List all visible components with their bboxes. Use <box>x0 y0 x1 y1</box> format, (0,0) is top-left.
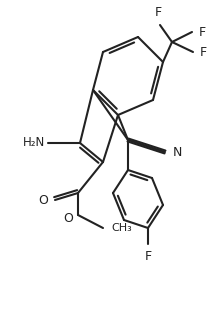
Text: F: F <box>155 6 162 19</box>
Text: F: F <box>199 25 206 38</box>
Text: F: F <box>145 250 151 263</box>
Text: O: O <box>63 211 73 225</box>
Text: H₂N: H₂N <box>23 136 45 149</box>
Text: CH₃: CH₃ <box>111 223 132 233</box>
Text: F: F <box>200 45 207 59</box>
Text: N: N <box>173 146 182 158</box>
Text: O: O <box>38 193 48 206</box>
